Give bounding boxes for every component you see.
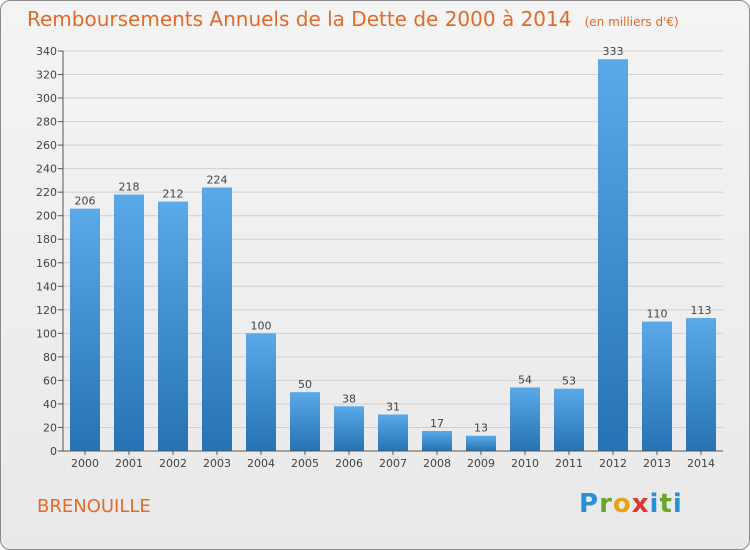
chart-unit: (en milliers d'€)	[584, 15, 679, 29]
bar-2013	[642, 321, 672, 451]
x-tick-label-2014: 2014	[687, 457, 715, 470]
x-tick-label-2000: 2000	[71, 457, 99, 470]
bar-2002	[158, 201, 188, 451]
x-tick-label-2005: 2005	[291, 457, 319, 470]
value-label-2001: 218	[119, 181, 140, 194]
y-tick-label: 100	[36, 327, 57, 340]
x-tick-label-2010: 2010	[511, 457, 539, 470]
value-label-2006: 38	[342, 392, 356, 405]
y-tick-label: 20	[43, 421, 57, 434]
bar-2001	[114, 194, 144, 451]
x-tick-label-2006: 2006	[335, 457, 363, 470]
y-tick-label: 40	[43, 398, 57, 411]
x-tick-label-2002: 2002	[159, 457, 187, 470]
value-label-2011: 53	[562, 375, 576, 388]
y-tick-label: 140	[36, 280, 57, 293]
bar-2010	[510, 387, 540, 451]
y-tick-label: 280	[36, 116, 57, 129]
y-tick-label: 260	[36, 139, 57, 152]
bar-2007	[378, 414, 408, 451]
y-tick-label: 60	[43, 374, 57, 387]
commune-name: BRENOUILLE	[37, 496, 151, 517]
x-tick-label-2001: 2001	[115, 457, 143, 470]
y-tick-label: 220	[36, 186, 57, 199]
x-tick-label-2003: 2003	[203, 457, 231, 470]
x-tick-label-2011: 2011	[555, 457, 583, 470]
value-label-2008: 17	[430, 417, 444, 430]
y-tick-label: 340	[36, 45, 57, 58]
chart-title-main: Remboursements Annuels de la Dette de 20…	[27, 7, 572, 31]
x-tick-label-2007: 2007	[379, 457, 407, 470]
bar-2009	[466, 435, 496, 451]
value-label-2009: 13	[474, 422, 488, 435]
value-label-2014: 113	[691, 304, 712, 317]
bar-2008	[422, 431, 452, 451]
x-tick-label-2004: 2004	[247, 457, 275, 470]
x-tick-label-2008: 2008	[423, 457, 451, 470]
bar-2004	[246, 333, 276, 451]
y-tick-label: 240	[36, 163, 57, 176]
y-tick-label: 300	[36, 92, 57, 105]
value-label-2012: 333	[603, 45, 624, 58]
proxiti-logo: Proxiti	[579, 489, 683, 519]
value-label-2000: 206	[75, 195, 96, 208]
bar-2005	[290, 392, 320, 451]
y-tick-label: 320	[36, 69, 57, 82]
bar-2003	[202, 187, 232, 451]
bar-2006	[334, 406, 364, 451]
value-label-2003: 224	[207, 173, 228, 186]
x-tick-label-2012: 2012	[599, 457, 627, 470]
y-tick-label: 160	[36, 257, 57, 270]
value-label-2007: 31	[386, 401, 400, 414]
value-label-2005: 50	[298, 378, 312, 391]
y-tick-label: 200	[36, 210, 57, 223]
bar-2011	[554, 388, 584, 451]
x-tick-label-2009: 2009	[467, 457, 495, 470]
y-tick-label: 120	[36, 304, 57, 317]
chart-title: Remboursements Annuels de la Dette de 20…	[27, 7, 679, 31]
y-tick-label: 80	[43, 351, 57, 364]
y-tick-label: 0	[50, 445, 57, 458]
y-tick-label: 180	[36, 233, 57, 246]
x-tick-label-2013: 2013	[643, 457, 671, 470]
bar-2012	[598, 59, 628, 452]
bar-2014	[686, 318, 716, 451]
bar-2000	[70, 208, 100, 451]
value-label-2004: 100	[251, 319, 272, 332]
value-label-2013: 110	[647, 308, 668, 321]
value-label-2002: 212	[163, 188, 184, 201]
value-label-2010: 54	[518, 373, 532, 386]
